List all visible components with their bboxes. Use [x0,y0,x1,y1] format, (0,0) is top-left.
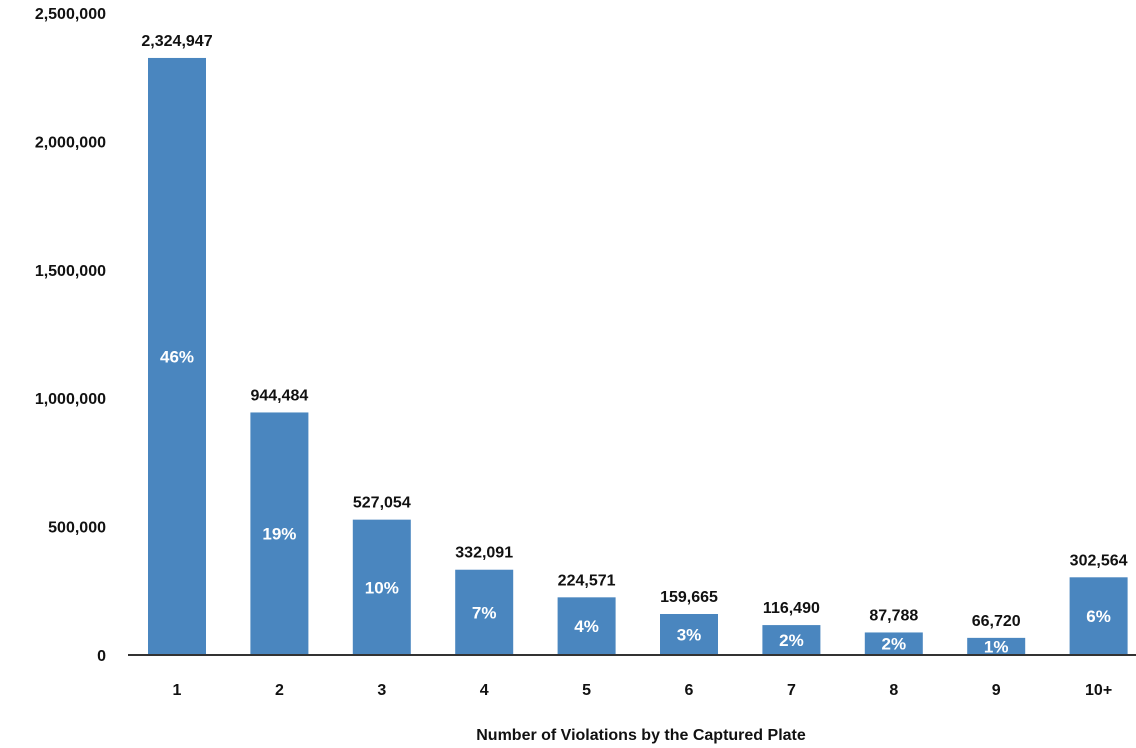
bar-value-label: 944,484 [250,387,308,404]
bar-percent-label: 46% [160,347,194,366]
x-tick-label: 4 [480,682,489,699]
bar-percent-label: 1% [984,637,1009,656]
bar-percent-label: 2% [779,631,804,650]
y-tick-label: 0 [97,648,106,665]
x-tick-label: 7 [787,682,796,699]
bar [864,632,923,655]
bar [660,613,718,655]
bar-percent-label: 3% [677,625,702,644]
x-tick-label: 2 [275,682,284,699]
bar [148,57,206,655]
y-tick-label: 1,000,000 [35,391,106,408]
bar [455,569,514,655]
y-axis-ticks: 0 500,000 1,000,000 1,500,000 2,000,000 2,500… [35,6,106,665]
bar-percent-label: 10% [365,578,399,597]
x-tick-label: 5 [582,682,591,699]
bar-percent-label: 19% [262,525,296,544]
y-tick-label: 1,500,000 [35,263,106,280]
bar-percent-label: 2% [882,635,907,654]
x-tick-label: 10+ [1085,682,1112,699]
x-tick-label: 6 [685,682,694,699]
bar-value-label: 66,720 [972,613,1021,630]
value-labels: 2,324,947 944,484 527,054 332,091 224,571 159… [141,33,1127,630]
x-tick-label: 3 [377,682,386,699]
bar-value-label: 87,788 [869,607,918,624]
bar [967,637,1026,655]
bar-value-label: 224,571 [558,572,616,589]
bar-value-label: 332,091 [455,545,513,562]
x-tick-label: 8 [889,682,898,699]
x-axis-title: Number of Violations by the Captured Pla… [476,727,806,744]
bar-percent-label: 6% [1086,607,1111,626]
bar-value-label: 116,490 [763,600,820,617]
x-axis-ticks: 1 2 3 4 5 6 7 8 9 10+ [173,682,1113,699]
bar [557,597,616,655]
bar [250,412,309,655]
bar [1069,577,1128,655]
bar-value-label: 2,324,947 [141,33,212,50]
bar-percent-label: 7% [472,603,497,622]
x-tick-label: 9 [992,682,1001,699]
bar [352,519,411,655]
y-tick-label: 500,000 [48,520,106,537]
percent-labels: 46% 19% 10% 7% 4% 3% 2% 2% 1% 6% [160,347,1111,656]
y-tick-label: 2,000,000 [35,134,106,151]
bar-percent-label: 4% [574,617,599,636]
bar-value-label: 527,054 [353,495,411,512]
y-tick-label: 2,500,000 [35,6,106,23]
bar-value-label: 302,564 [1070,552,1128,569]
bar [762,625,821,655]
bars [148,57,1128,655]
bar-value-label: 159,665 [660,589,718,606]
x-tick-label: 1 [173,682,182,699]
